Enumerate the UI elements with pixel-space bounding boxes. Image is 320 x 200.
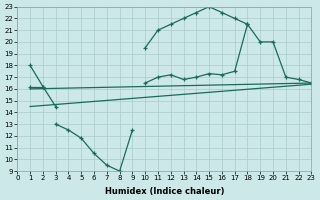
X-axis label: Humidex (Indice chaleur): Humidex (Indice chaleur) bbox=[105, 187, 224, 196]
